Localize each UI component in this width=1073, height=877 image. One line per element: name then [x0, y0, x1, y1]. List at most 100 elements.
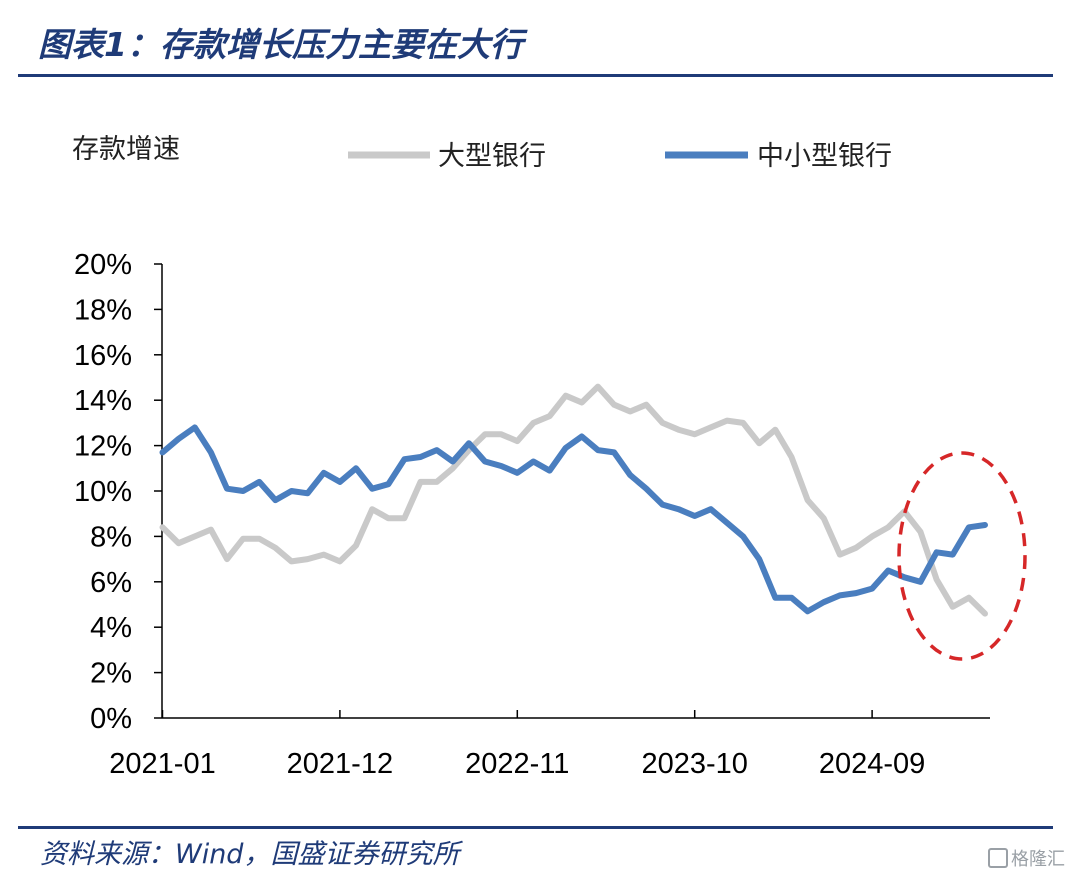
legend-label-small-medium-banks: 中小型银行 [757, 141, 892, 172]
data-point-0-2 [193, 535, 196, 538]
data-point-1-26 [581, 435, 583, 438]
data-point-0-21 [500, 433, 502, 436]
data-point-1-18 [451, 460, 454, 463]
data-point-0-1 [177, 542, 180, 545]
watermark: 格隆汇 [988, 845, 1065, 871]
data-point-1-5 [242, 490, 244, 492]
data-point-0-25 [564, 394, 567, 397]
x-tick-label: 2023-10 [641, 748, 747, 780]
data-point-0-8 [290, 560, 293, 563]
data-point-0-35 [726, 419, 728, 422]
data-point-0-12 [355, 544, 357, 547]
data-point-0-28 [613, 403, 615, 406]
data-point-0-16 [419, 481, 422, 483]
watermark-text: 格隆汇 [1011, 849, 1065, 870]
data-point-1-30 [645, 487, 648, 490]
y-tick-label: 10% [74, 476, 132, 508]
data-point-1-15 [403, 458, 406, 461]
data-point-0-27 [597, 385, 599, 388]
y-axis-label: 存款增速 [72, 134, 180, 165]
data-point-0-15 [403, 517, 406, 520]
x-tick-label: 2022-11 [465, 748, 569, 780]
data-point-0-29 [629, 410, 631, 413]
data-point-0-0 [161, 526, 164, 529]
y-tick-label: 8% [90, 521, 132, 553]
data-point-1-9 [306, 492, 309, 495]
data-point-1-33 [693, 515, 696, 517]
data-point-0-3 [210, 528, 212, 531]
data-points [161, 385, 986, 615]
data-point-0-10 [322, 553, 325, 556]
x-tick-label: 2021-12 [287, 748, 393, 780]
data-point-1-46 [903, 576, 906, 579]
data-point-1-23 [532, 460, 535, 463]
data-point-0-24 [548, 415, 551, 417]
data-point-0-33 [693, 433, 696, 436]
data-point-1-6 [258, 481, 261, 483]
data-point-1-42 [839, 594, 841, 597]
data-point-1-44 [871, 587, 873, 590]
y-tick-label: 6% [90, 567, 132, 599]
data-point-0-36 [742, 422, 744, 424]
data-point-1-32 [677, 508, 680, 510]
data-point-0-26 [581, 401, 583, 404]
data-point-1-16 [419, 456, 422, 458]
data-point-0-18 [451, 467, 454, 470]
legend-label-large-banks: 大型银行 [438, 141, 546, 172]
data-point-1-38 [774, 596, 777, 599]
data-point-0-9 [306, 558, 309, 560]
data-point-0-31 [661, 422, 664, 424]
data-point-0-44 [871, 535, 873, 538]
y-tick-label: 2% [90, 658, 132, 690]
data-point-0-51 [984, 612, 986, 615]
data-point-1-25 [564, 447, 567, 449]
data-point-1-11 [339, 481, 341, 483]
data-point-1-8 [290, 490, 293, 492]
data-point-1-47 [919, 581, 922, 583]
figure-title: 图表1：存款增长压力主要在大行 [38, 25, 523, 64]
data-point-1-14 [387, 483, 390, 485]
data-point-1-36 [742, 535, 744, 538]
data-point-0-42 [839, 553, 841, 556]
x-tick-label: 2024-09 [819, 748, 925, 780]
data-point-1-50 [968, 526, 970, 529]
data-point-1-27 [597, 449, 599, 451]
data-point-1-39 [790, 596, 793, 599]
data-point-1-4 [226, 487, 228, 490]
y-tick-label: 20% [74, 249, 132, 281]
data-point-0-14 [387, 517, 390, 520]
data-point-0-23 [532, 422, 535, 424]
data-point-1-22 [516, 472, 519, 474]
series-line-large-banks [159, 383, 988, 617]
data-point-1-35 [726, 521, 728, 524]
data-point-1-13 [371, 487, 373, 490]
data-point-0-48 [935, 578, 938, 581]
watermark-logo-icon [988, 848, 1008, 868]
data-point-0-7 [274, 546, 277, 549]
source-note: 资料来源：Wind，国盛证券研究所 [40, 839, 460, 870]
data-point-0-40 [806, 499, 809, 501]
data-point-1-1 [177, 437, 180, 440]
data-point-0-11 [339, 560, 341, 563]
data-point-0-39 [790, 456, 793, 458]
data-point-0-6 [258, 537, 261, 540]
data-point-1-43 [855, 592, 857, 594]
data-point-1-31 [661, 503, 664, 506]
data-point-0-17 [435, 481, 438, 483]
data-point-1-29 [629, 474, 631, 476]
data-point-1-7 [274, 499, 277, 501]
y-ticks: 0% 2% 4% 6% 8% 10% 12% 14% 16% 18% 20% [74, 249, 162, 735]
y-tick-label: 12% [74, 431, 132, 463]
data-point-1-21 [500, 465, 502, 467]
legend: 大型银行 中小型银行 [348, 141, 892, 172]
data-point-0-37 [758, 442, 761, 445]
data-point-1-37 [758, 558, 761, 560]
data-point-0-32 [677, 428, 680, 431]
data-point-0-5 [242, 537, 244, 540]
data-point-0-13 [371, 508, 373, 510]
x-ticks: 2021-01 2021-12 2022-11 2023-10 2024-09 [109, 710, 925, 780]
data-point-0-50 [968, 596, 970, 599]
y-tick-label: 14% [74, 385, 132, 417]
data-point-1-41 [822, 601, 825, 604]
